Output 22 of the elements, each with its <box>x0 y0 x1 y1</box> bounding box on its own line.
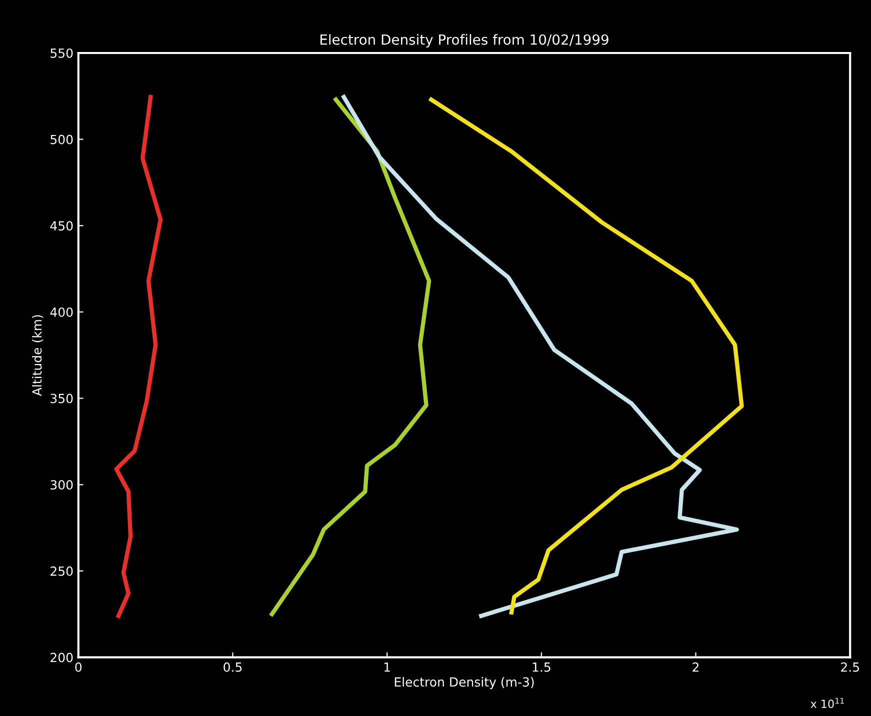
line-series <box>270 98 432 616</box>
line-series <box>342 94 739 618</box>
x-tick-label: 2.5 <box>841 662 859 672</box>
y-tick-label: 400 <box>50 307 73 317</box>
text: x 10$^{11}$ <box>810 698 844 708</box>
x-tick-label: 0.5 <box>224 662 242 672</box>
x-tick-label: 0 <box>75 662 82 672</box>
x-axis-title: Electron Density (m-3) <box>394 677 534 690</box>
y-tick-label: 300 <box>50 480 73 490</box>
x-tick-label: 1 <box>384 662 390 672</box>
y-tick-label: 450 <box>50 221 73 231</box>
y-tick-label: 550 <box>50 48 73 58</box>
x-tick-label: 2 <box>692 662 698 672</box>
line-series <box>429 98 744 614</box>
y-tick-label: 250 <box>50 566 73 576</box>
y-tick-label: 200 <box>50 652 73 662</box>
x-tick-label: 1.5 <box>532 662 550 672</box>
y-tick-label: 350 <box>50 394 73 404</box>
y-tick-label: 500 <box>50 134 73 144</box>
chart-title: Electron Density Profiles from 10/02/1999 <box>320 34 608 48</box>
line-series <box>114 94 163 618</box>
y-axis-title: Altitude (km) <box>32 315 44 396</box>
